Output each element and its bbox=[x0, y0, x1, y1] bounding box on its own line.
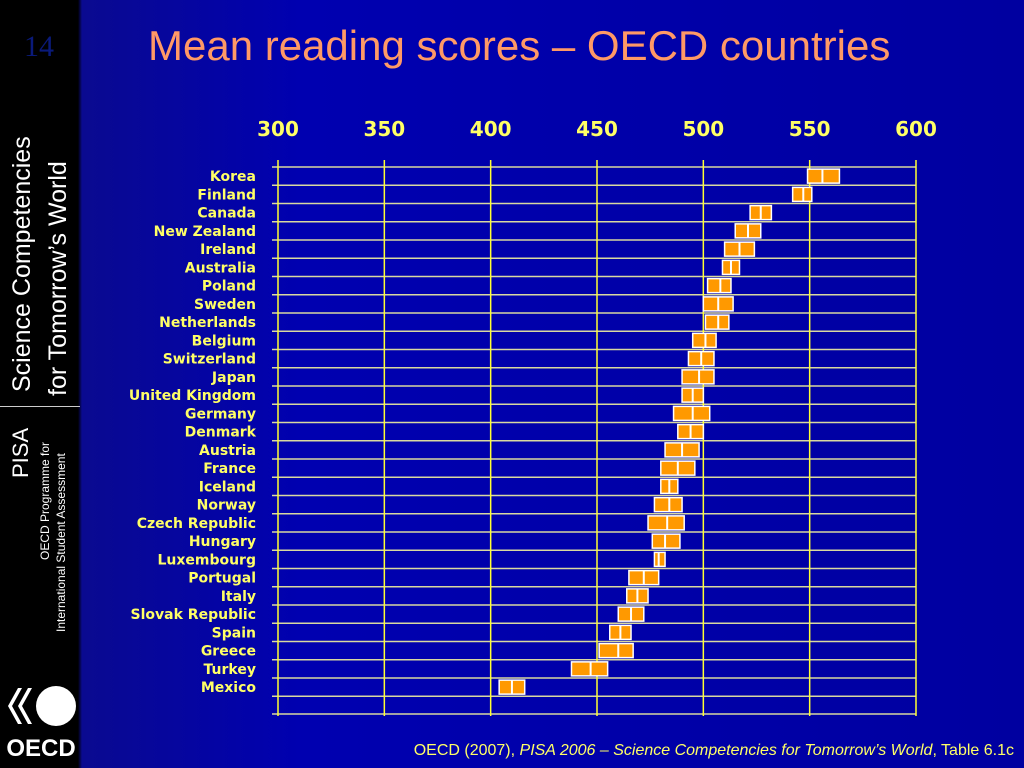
country-label: Sweden bbox=[194, 297, 256, 313]
sidebar-divider bbox=[0, 406, 80, 407]
sidebar: 14 Science Competencies for Tomorrow’s W… bbox=[0, 0, 80, 768]
confidence-interval-box bbox=[651, 533, 681, 549]
confidence-interval-box bbox=[647, 515, 685, 531]
country-label: France bbox=[203, 461, 256, 477]
x-tick-label: 600 bbox=[895, 117, 937, 141]
svg-text:OECD: OECD bbox=[6, 735, 75, 760]
country-label: Korea bbox=[210, 169, 256, 185]
confidence-interval-box bbox=[570, 661, 609, 677]
x-tick-label: 500 bbox=[682, 117, 724, 141]
country-label: Finland bbox=[197, 187, 256, 203]
confidence-interval-box bbox=[598, 642, 634, 659]
x-tick-label: 450 bbox=[576, 117, 618, 141]
country-label: Turkey bbox=[204, 662, 256, 678]
country-label: Japan bbox=[211, 370, 256, 386]
citation-title: PISA 2006 – Science Competencies for Tom… bbox=[519, 742, 933, 759]
country-label: Luxembourg bbox=[157, 552, 256, 568]
slide-number: 14 bbox=[24, 30, 54, 63]
confidence-interval-box bbox=[672, 405, 711, 422]
country-label: Norway bbox=[197, 498, 256, 514]
country-label: Italy bbox=[221, 589, 256, 605]
country-label: Spain bbox=[212, 625, 256, 641]
country-label: Netherlands bbox=[159, 315, 256, 331]
country-label: Denmark bbox=[185, 425, 257, 441]
confidence-interval-box bbox=[706, 277, 732, 294]
country-label: Canada bbox=[197, 206, 256, 222]
x-tick-label: 550 bbox=[789, 117, 831, 141]
confidence-interval-box bbox=[791, 186, 813, 203]
x-tick-label: 350 bbox=[363, 117, 405, 141]
country-label: Australia bbox=[185, 260, 256, 276]
country-label: Slovak Republic bbox=[131, 607, 256, 623]
country-label: Belgium bbox=[192, 333, 256, 349]
oecd-logo: OECD bbox=[4, 680, 78, 762]
citation-suffix: , Table 6.1c bbox=[932, 742, 1014, 759]
country-label: Iceland bbox=[199, 479, 256, 495]
country-label: Mexico bbox=[201, 680, 257, 696]
country-label: Czech Republic bbox=[137, 516, 256, 532]
country-label: New Zealand bbox=[154, 224, 256, 240]
confidence-interval-box bbox=[704, 314, 730, 330]
confidence-interval-box bbox=[806, 168, 841, 184]
confidence-interval-box bbox=[653, 551, 666, 568]
country-label: Greece bbox=[201, 644, 256, 660]
x-tick-label: 300 bbox=[257, 117, 299, 141]
country-label: Ireland bbox=[200, 242, 256, 258]
country-label: Hungary bbox=[189, 534, 256, 550]
country-label: United Kingdom bbox=[129, 388, 256, 404]
slide-title: Mean reading scores – OECD countries bbox=[148, 22, 891, 69]
country-label: Portugal bbox=[188, 571, 256, 587]
confidence-interval-box bbox=[653, 496, 683, 513]
country-label: Poland bbox=[202, 279, 256, 295]
country-label: Austria bbox=[199, 443, 256, 459]
citation-prefix: OECD (2007), bbox=[413, 742, 520, 759]
confidence-interval-box bbox=[691, 332, 717, 349]
country-label: Switzerland bbox=[163, 352, 256, 368]
confidence-interval-box bbox=[681, 369, 715, 385]
source-citation: OECD (2007), PISA 2006 – Science Compete… bbox=[414, 742, 1014, 760]
country-label: Germany bbox=[185, 406, 256, 422]
x-tick-label: 400 bbox=[470, 117, 512, 141]
